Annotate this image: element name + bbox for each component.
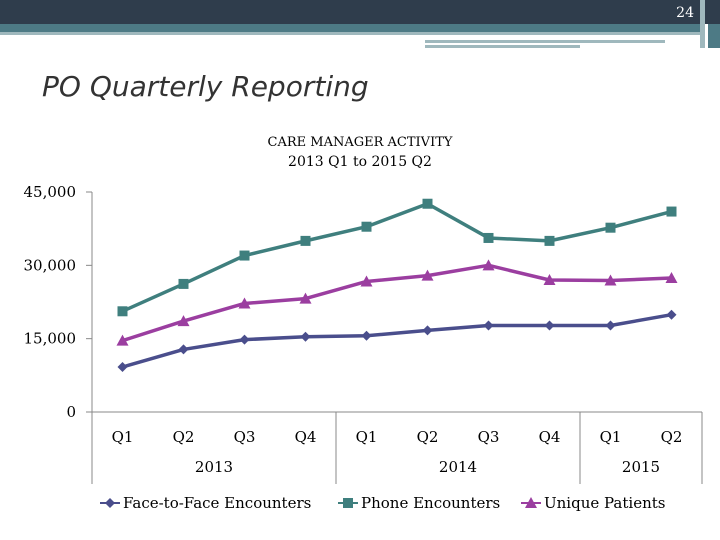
chart-title-line1: CARE MANAGER ACTIVITY	[268, 135, 453, 150]
legend-label: Face-to-Face Encounters	[123, 494, 311, 512]
header-stripe-thin	[0, 32, 700, 35]
data-point	[361, 330, 372, 341]
legend-label: Unique Patients	[544, 494, 665, 512]
data-point	[178, 344, 189, 355]
data-point	[483, 320, 494, 331]
x-tick-label: Q1	[356, 428, 378, 446]
data-point	[361, 221, 372, 232]
header-accent-line	[425, 40, 665, 43]
year-label: 2013	[195, 458, 233, 476]
data-point	[178, 278, 189, 289]
series-line	[122, 312, 672, 369]
data-point	[543, 274, 556, 285]
data-point	[422, 325, 433, 336]
year-label: 2015	[622, 458, 660, 476]
data-point	[117, 362, 128, 373]
data-point	[544, 320, 555, 331]
data-point	[116, 334, 129, 346]
data-point	[360, 275, 373, 287]
header-side-block	[708, 24, 720, 48]
data-point	[483, 232, 494, 243]
data-point	[117, 306, 128, 317]
chart-title-line2: 2013 Q1 to 2015 Q2	[288, 154, 432, 170]
data-point	[544, 235, 555, 246]
data-point	[666, 309, 677, 320]
data-point	[525, 497, 537, 508]
data-point	[343, 498, 353, 508]
slide-header-bar	[0, 0, 720, 24]
data-point	[105, 498, 115, 508]
data-point	[665, 272, 678, 284]
x-tick-label: Q2	[661, 428, 683, 446]
y-tick-label: 15,000	[24, 330, 77, 348]
x-tick-label: Q1	[112, 428, 134, 446]
x-tick-label: Q4	[295, 428, 317, 446]
header-side-bar	[700, 0, 705, 48]
data-point	[239, 250, 250, 261]
data-point	[421, 269, 434, 281]
data-point	[666, 206, 677, 217]
data-point	[239, 334, 250, 345]
data-point	[300, 331, 311, 342]
header-stripe	[0, 24, 700, 32]
header-accent-line-short	[425, 45, 580, 48]
x-tick-label: Q2	[173, 428, 195, 446]
slide-title: PO Quarterly Reporting	[42, 70, 369, 103]
year-label: 2014	[439, 458, 477, 476]
legend-label: Phone Encounters	[361, 494, 500, 512]
data-point	[422, 198, 433, 209]
x-tick-label: Q4	[539, 428, 561, 446]
data-point	[177, 315, 190, 327]
data-point	[238, 297, 251, 309]
y-tick-label: 0	[66, 403, 76, 421]
x-tick-label: Q3	[478, 428, 500, 446]
y-tick-label: 30,000	[24, 256, 77, 274]
x-tick-label: Q1	[600, 428, 622, 446]
x-tick-label: Q3	[234, 428, 256, 446]
data-point	[300, 235, 311, 246]
page-number: 24	[676, 5, 694, 21]
data-point	[605, 222, 616, 233]
series-line	[121, 201, 672, 313]
x-tick-label: Q2	[417, 428, 439, 446]
data-point	[605, 320, 616, 331]
data-point	[604, 274, 617, 286]
data-point	[299, 292, 312, 304]
data-point	[482, 259, 495, 271]
y-tick-label: 45,000	[24, 183, 77, 201]
series-line	[121, 263, 672, 343]
